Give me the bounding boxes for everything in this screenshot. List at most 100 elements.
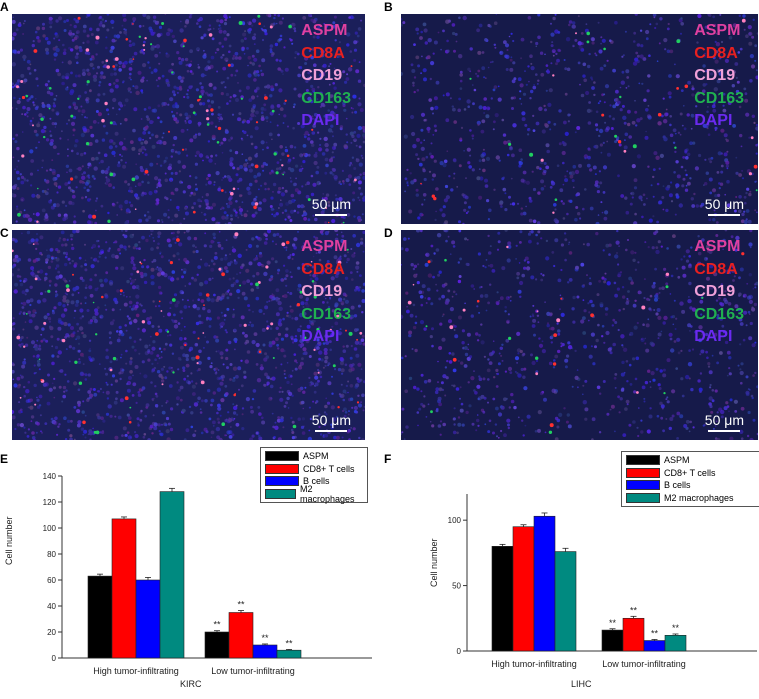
legend-label: B cells xyxy=(664,480,691,490)
stain-label-cd8a: CD8A xyxy=(301,259,351,282)
stain-label-cd19: CD19 xyxy=(694,281,744,304)
y-tick-label: 80 xyxy=(47,550,56,559)
bar-aspm xyxy=(88,576,112,658)
bar-b-cells xyxy=(644,641,665,651)
chart-e-ylabel: Cell number xyxy=(4,516,14,565)
y-tick-label: 100 xyxy=(448,516,462,525)
panel-letter-d: D xyxy=(384,226,393,240)
y-tick-label: 140 xyxy=(43,472,57,481)
bar-m2-macrophages xyxy=(277,650,301,658)
legend-label: M2 macrophages xyxy=(300,484,363,504)
legend-label: ASPM xyxy=(664,455,690,465)
category-label: Low tumor-infiltrating xyxy=(602,659,686,669)
bar-b-cells xyxy=(253,645,277,658)
category-label: High tumor-infiltrating xyxy=(491,659,577,669)
legend-swatch xyxy=(265,464,299,474)
panel-letter-b: B xyxy=(384,0,393,14)
bar-cd8-t-cells xyxy=(623,618,644,651)
y-tick-label: 0 xyxy=(457,647,462,656)
stain-label-aspm: ASPM xyxy=(694,236,744,259)
bar-cd8-t-cells xyxy=(229,613,253,659)
stain-label-cd19: CD19 xyxy=(301,281,351,304)
significance-label: ** xyxy=(630,605,638,615)
bar-aspm xyxy=(602,630,623,651)
legend-item: ASPM xyxy=(626,454,756,467)
panel-letter-f: F xyxy=(384,452,391,466)
micrograph-d-scale-bar: 50 μm xyxy=(705,412,744,432)
scale-bar-line xyxy=(708,430,740,432)
bar-m2-macrophages xyxy=(160,492,184,658)
stain-label-cd163: CD163 xyxy=(694,304,744,327)
legend-item: M2 macrophages xyxy=(626,492,756,505)
y-tick-label: 20 xyxy=(47,628,56,637)
category-label: Low tumor-infiltrating xyxy=(211,666,295,676)
bar-b-cells xyxy=(534,516,555,651)
chart-f-xlabel: LIHC xyxy=(571,679,592,689)
chart-f-ylabel: Cell number xyxy=(429,538,439,587)
legend-swatch xyxy=(626,480,660,490)
stain-label-cd8a: CD8A xyxy=(694,43,744,66)
bar-aspm xyxy=(492,546,513,651)
y-tick-label: 40 xyxy=(47,602,56,611)
micrograph-a-scale-bar: 50 μm xyxy=(312,196,351,216)
scale-bar-label: 50 μm xyxy=(705,412,744,428)
significance-label: ** xyxy=(651,628,659,638)
y-tick-label: 60 xyxy=(47,576,56,585)
significance-label: ** xyxy=(261,633,269,643)
stain-label-dapi: DAPI xyxy=(694,110,744,133)
stain-label-cd8a: CD8A xyxy=(301,43,351,66)
legend-swatch xyxy=(626,455,660,465)
panel-letter-e: E xyxy=(0,452,8,466)
significance-label: ** xyxy=(213,620,221,630)
legend-swatch xyxy=(265,476,299,486)
stain-label-aspm: ASPM xyxy=(694,20,744,43)
legend-item: B cells xyxy=(626,479,756,492)
scale-bar-label: 50 μm xyxy=(705,196,744,212)
stain-label-dapi: DAPI xyxy=(301,326,351,349)
significance-label: ** xyxy=(285,638,293,648)
bar-cd8-t-cells xyxy=(513,527,534,651)
panel-letter-c: C xyxy=(0,226,9,240)
bar-m2-macrophages xyxy=(665,635,686,651)
stain-label-cd19: CD19 xyxy=(694,65,744,88)
scale-bar-label: 50 μm xyxy=(312,196,351,212)
stain-label-dapi: DAPI xyxy=(694,326,744,349)
y-tick-label: 50 xyxy=(452,582,461,591)
stain-label-aspm: ASPM xyxy=(301,236,351,259)
legend-swatch xyxy=(626,468,660,478)
bar-b-cells xyxy=(136,580,160,658)
legend-label: CD8+ T cells xyxy=(303,464,354,474)
micrograph-c-scale-bar: 50 μm xyxy=(312,412,351,432)
legend-label: CD8+ T cells xyxy=(664,468,715,478)
stain-label-cd163: CD163 xyxy=(694,88,744,111)
legend-swatch xyxy=(265,489,296,499)
bar-cd8-t-cells xyxy=(112,519,136,658)
category-label: High tumor-infiltrating xyxy=(93,666,179,676)
chart-e-xlabel: KIRC xyxy=(180,679,202,689)
scale-bar-label: 50 μm xyxy=(312,412,351,428)
stain-label-dapi: DAPI xyxy=(301,110,351,133)
chart-f-legend: ASPM CD8+ T cells B cells M2 macrophages xyxy=(621,451,759,507)
legend-item: CD8+ T cells xyxy=(265,463,363,476)
legend-label: ASPM xyxy=(303,451,329,461)
scale-bar-line xyxy=(708,214,740,216)
legend-label: M2 macrophages xyxy=(664,493,734,503)
legend-swatch xyxy=(265,451,299,461)
scale-bar-line xyxy=(315,430,347,432)
stain-label-cd163: CD163 xyxy=(301,304,351,327)
significance-label: ** xyxy=(609,618,617,628)
panel-letter-a: A xyxy=(0,0,9,14)
stain-label-cd163: CD163 xyxy=(301,88,351,111)
bar-m2-macrophages xyxy=(555,552,576,651)
y-tick-label: 120 xyxy=(43,498,57,507)
scale-bar-line xyxy=(315,214,347,216)
